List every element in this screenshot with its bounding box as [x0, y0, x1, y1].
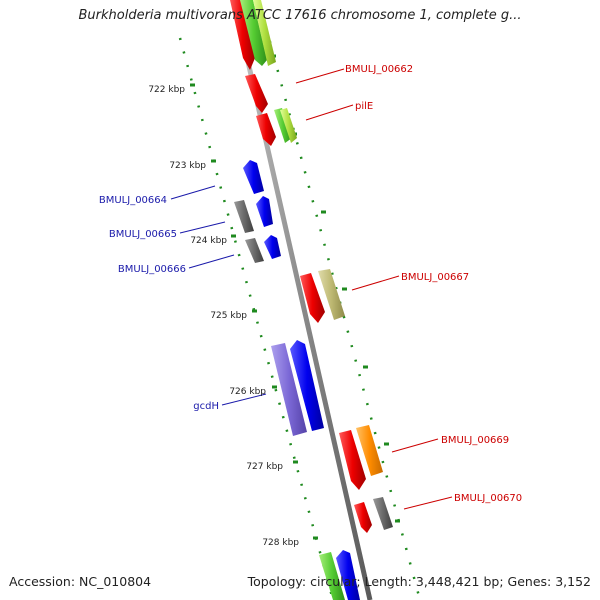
gene-BMULJ_00664[interactable]	[243, 160, 264, 194]
gene-BMULJ_00665-blue[interactable]	[256, 196, 273, 227]
gene-feature-bottom-green[interactable]	[319, 552, 345, 600]
gene-BMULJ_00666-blue[interactable]	[264, 235, 281, 259]
gene-label-BMULJ_00667[interactable]: BMULJ_00667	[401, 272, 469, 283]
tick-ring-left	[178, 37, 335, 600]
gene-BMULJ_00670[interactable]	[354, 502, 372, 533]
gene-pilE-green[interactable]	[274, 108, 292, 143]
gene-BMULJ_00667-khaki[interactable]	[318, 269, 345, 320]
gene-label-BMULJ_00662[interactable]: BMULJ_00662	[345, 64, 413, 75]
gene-BMULJ_00667[interactable]	[300, 273, 325, 323]
tick-label-728: 728 kbp	[262, 538, 299, 548]
gene-label-pilE[interactable]: pilE	[355, 101, 373, 112]
gene-BMULJ_00670-gray[interactable]	[373, 497, 393, 530]
tick-label-725: 725 kbp	[210, 311, 247, 321]
tick-label-727: 727 kbp	[246, 462, 283, 472]
gene-label-BMULJ_00665[interactable]: BMULJ_00665	[109, 229, 177, 240]
leader-BMULJ_00664	[170, 185, 216, 200]
label-leaders	[170, 68, 453, 510]
tick-labels: 722 kbp 723 kbp 724 kbp 725 kbp 726 kbp …	[148, 85, 299, 548]
map-title: Burkholderia multivorans ATCC 17616 chro…	[78, 8, 522, 23]
gene-feature-bottom-blue[interactable]	[336, 550, 360, 600]
leader-BMULJ_00666	[188, 254, 235, 269]
leader-BMULJ_00669	[391, 438, 439, 453]
tick-label-722: 722 kbp	[148, 85, 185, 95]
leader-BMULJ_00662	[295, 68, 345, 84]
gene-label-BMULJ_00664[interactable]: BMULJ_00664	[99, 195, 167, 206]
gene-label-BMULJ_00666[interactable]: BMULJ_00666	[118, 264, 186, 275]
gene-BMULJ_00669-orange[interactable]	[356, 425, 383, 476]
tick-marks	[190, 83, 318, 540]
gene-label-gcdH[interactable]: gcdH	[193, 401, 219, 412]
leader-BMULJ_00667	[351, 275, 400, 291]
leader-pilE	[305, 104, 354, 121]
leader-BMULJ_00670	[403, 496, 453, 510]
tick-label-724: 724 kbp	[190, 236, 227, 246]
leader-gcdH	[221, 393, 267, 406]
gene-feature-top-green[interactable]	[240, 0, 267, 66]
gene-BMULJ_00662[interactable]	[245, 74, 268, 113]
gene-pilE[interactable]	[256, 113, 276, 146]
leader-BMULJ_00665	[179, 221, 226, 234]
genome-summary: Topology: circular; Length: 3,448,421 bp…	[247, 574, 591, 589]
gene-label-BMULJ_00669[interactable]: BMULJ_00669	[441, 435, 509, 446]
gene-gcdH-purple[interactable]	[271, 343, 307, 436]
gene-pilE-lime[interactable]	[280, 108, 297, 143]
gene-BMULJ_00669[interactable]	[339, 430, 366, 490]
gene-label-BMULJ_00670[interactable]: BMULJ_00670	[454, 493, 522, 504]
gene-features[interactable]	[230, 0, 393, 600]
tick-label-726: 726 kbp	[229, 387, 266, 397]
accession-label: Accession: NC_010804	[9, 574, 152, 589]
gene-labels: BMULJ_00662 pilE BMULJ_00664 BMULJ_00665…	[99, 64, 522, 504]
gene-BMULJ_00665[interactable]	[234, 200, 254, 233]
gene-feature-top-lime[interactable]	[253, 0, 276, 66]
gene-feature-top-red[interactable]	[230, 0, 255, 70]
gene-gcdH[interactable]	[290, 340, 324, 431]
gene-BMULJ_00666[interactable]	[245, 238, 264, 263]
tick-label-723: 723 kbp	[169, 161, 206, 171]
